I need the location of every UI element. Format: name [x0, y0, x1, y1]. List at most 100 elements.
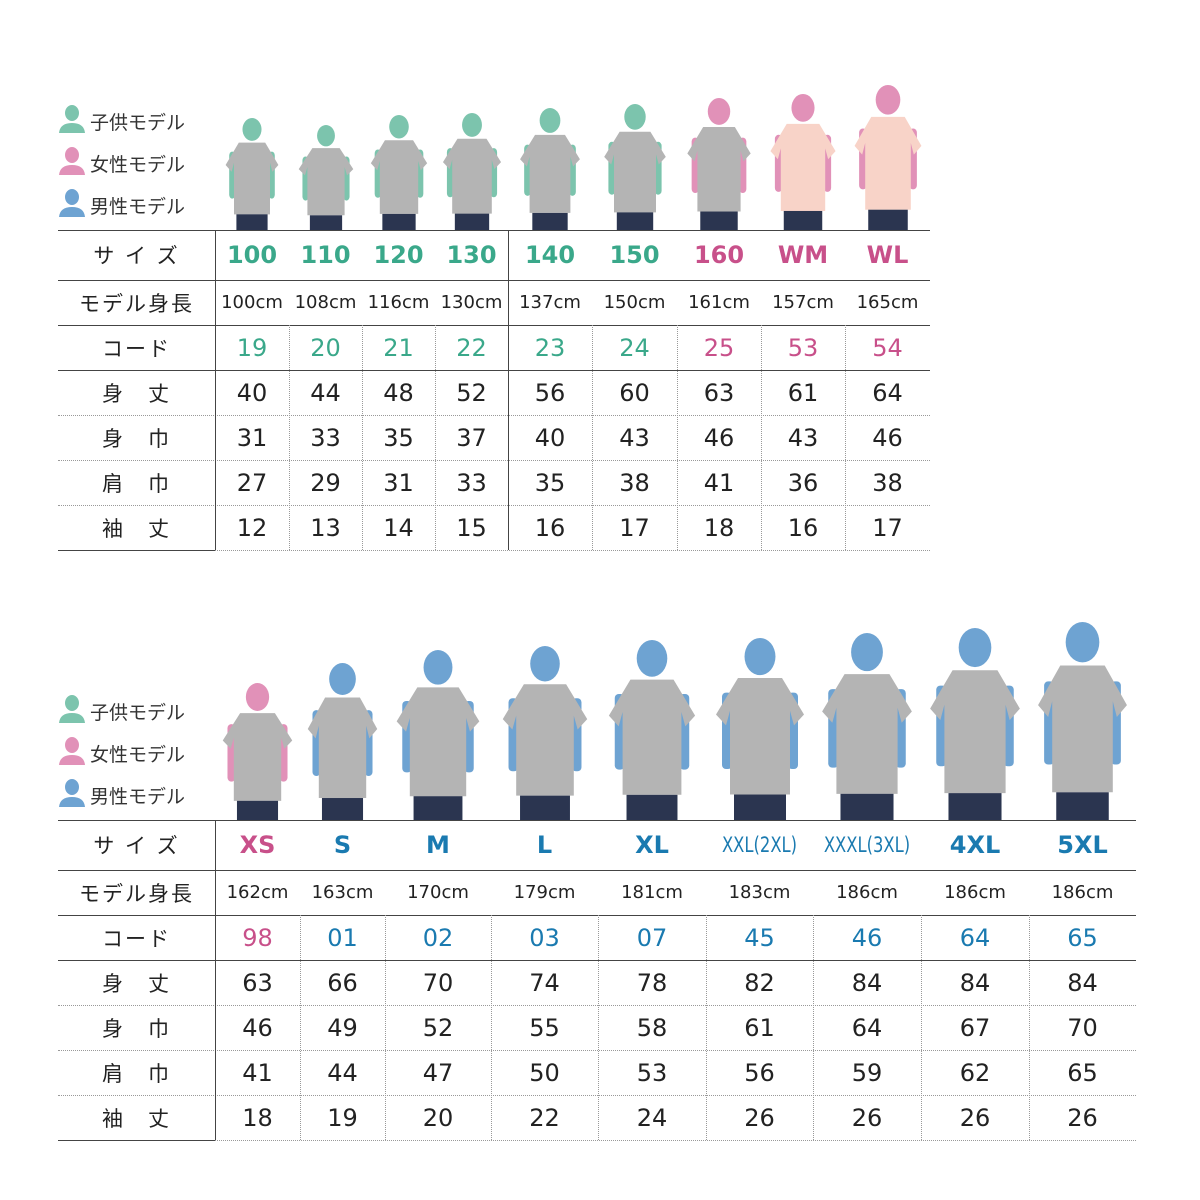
body-width: 31: [236, 423, 268, 452]
product-code: 24: [619, 333, 650, 362]
size-label: 110: [300, 241, 351, 269]
model-figure: [816, 633, 918, 824]
person-icon: [58, 694, 90, 729]
product-code: 23: [534, 333, 566, 362]
product-code: 21: [383, 333, 414, 362]
legend-item: 男性モデル: [58, 774, 185, 816]
sleeve-length: 17: [872, 513, 903, 542]
model-figure: [600, 104, 670, 234]
shoulder-width: 33: [456, 468, 487, 497]
shoulder-width: 35: [534, 468, 566, 497]
length: 40: [236, 378, 268, 407]
model-figure: [439, 113, 505, 234]
model-height: 170cm: [407, 882, 469, 903]
column-divider: [508, 230, 509, 550]
product-code: 64: [959, 923, 991, 952]
sleeve-length: 13: [310, 513, 341, 542]
model-figure: [683, 98, 755, 234]
body-width: 61: [744, 1013, 775, 1042]
model-figure: [924, 628, 1026, 824]
size-label: XXXL(3XL): [823, 833, 911, 857]
shoulder-width: 41: [242, 1058, 273, 1087]
model-figure: [516, 108, 584, 234]
model-figure: [766, 94, 840, 234]
person-icon: [58, 188, 90, 223]
body-width: 46: [242, 1013, 273, 1042]
sleeve-length: 26: [851, 1103, 883, 1132]
length: 64: [872, 378, 903, 407]
body-width: 40: [534, 423, 566, 452]
body-width: 58: [636, 1013, 668, 1042]
size-label: 160: [693, 241, 745, 269]
model-height: 100cm: [221, 292, 283, 313]
row-divider: [58, 915, 1136, 916]
size-label: 140: [524, 241, 576, 269]
body-width: 43: [619, 423, 650, 452]
length: 66: [327, 968, 358, 997]
size-label: XL: [635, 831, 669, 859]
sleeve-length: 15: [456, 513, 487, 542]
length: 70: [422, 968, 454, 997]
length: 48: [383, 378, 414, 407]
size-label: M: [426, 831, 450, 859]
sleeve-length: 26: [744, 1103, 775, 1132]
sleeve-length: 12: [236, 513, 268, 542]
row-label: 身 巾: [102, 426, 171, 451]
length: 63: [703, 378, 735, 407]
length: 60: [619, 378, 650, 407]
length: 84: [959, 968, 991, 997]
model-figure: [295, 125, 357, 234]
sleeve-length: 20: [422, 1103, 454, 1132]
shoulder-width: 50: [529, 1058, 560, 1087]
product-code: 02: [422, 923, 454, 952]
body-width: 67: [959, 1013, 991, 1042]
product-code: 20: [310, 333, 341, 362]
product-code: 53: [787, 333, 819, 362]
product-code: 65: [1067, 923, 1098, 952]
product-code: 54: [872, 333, 903, 362]
sleeve-length: 19: [327, 1103, 358, 1132]
sleeve-length: 16: [534, 513, 566, 542]
product-code: 46: [851, 923, 883, 952]
column-divider: [706, 915, 707, 1140]
row-divider: [58, 1140, 215, 1141]
sleeve-length: 26: [959, 1103, 991, 1132]
shoulder-width: 38: [872, 468, 903, 497]
length: 61: [787, 378, 819, 407]
model-figure: [710, 638, 810, 824]
model-height: 161cm: [688, 292, 750, 313]
legend-label: 男性モデル: [90, 195, 186, 218]
body-width: 64: [851, 1013, 883, 1042]
size-label: 150: [609, 241, 660, 269]
model-figure: [218, 683, 297, 824]
size-label: 100: [226, 241, 278, 269]
length: 78: [636, 968, 668, 997]
row-divider: [215, 550, 930, 551]
body-width: 37: [456, 423, 487, 452]
sleeve-length: 24: [636, 1103, 668, 1132]
row-divider: [58, 415, 930, 416]
row-divider: [215, 1140, 1136, 1141]
model-height: 186cm: [944, 882, 1006, 903]
body-width: 52: [422, 1013, 454, 1042]
length: 63: [242, 968, 273, 997]
row-label: 身 丈: [102, 971, 171, 996]
column-divider: [598, 915, 599, 1140]
product-code: 25: [703, 333, 735, 362]
model-figure: [497, 646, 593, 824]
model-figure: [367, 115, 431, 234]
row-label: モデル身長: [79, 881, 194, 906]
row-divider: [58, 460, 930, 461]
column-divider: [289, 325, 290, 550]
column-divider: [1029, 915, 1030, 1140]
length: 84: [1067, 968, 1098, 997]
shoulder-width: 31: [383, 468, 414, 497]
row-label: コード: [102, 926, 171, 951]
column-divider: [761, 325, 762, 550]
body-width: 49: [327, 1013, 358, 1042]
product-code: 01: [327, 923, 358, 952]
length: 74: [529, 968, 560, 997]
model-figure: [603, 640, 701, 824]
sleeve-length: 26: [1067, 1103, 1098, 1132]
model-height: 179cm: [513, 882, 576, 903]
